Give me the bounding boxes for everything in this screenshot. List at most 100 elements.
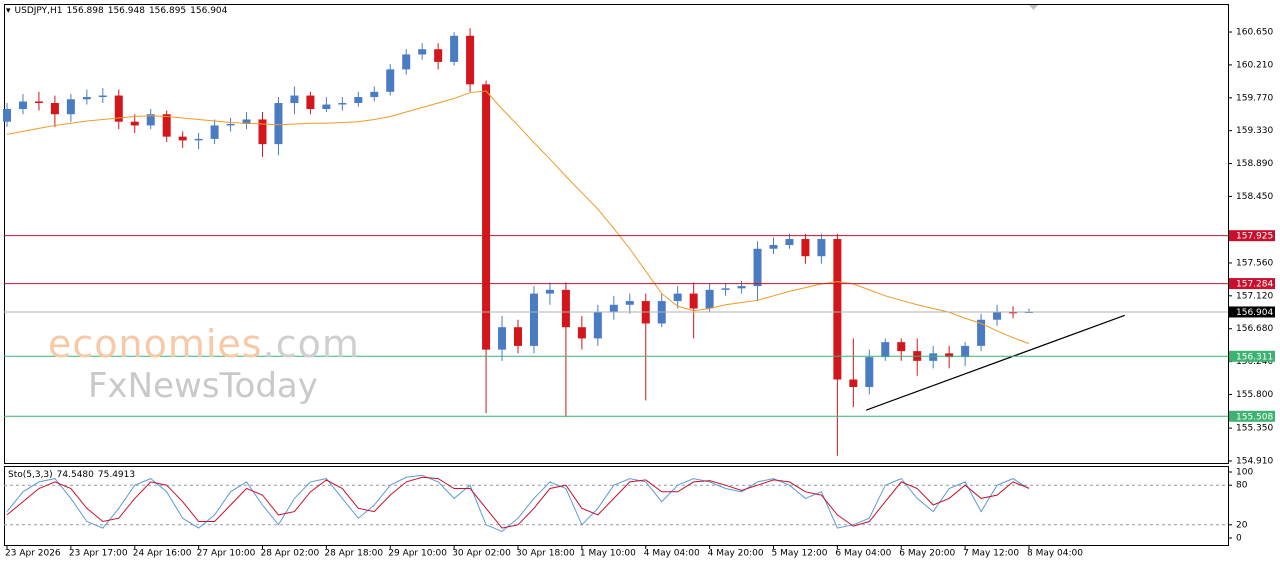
- candle-body: [290, 95, 299, 104]
- candle-body: [514, 327, 522, 346]
- candle-body: [721, 288, 730, 290]
- level-label: 156.904: [1236, 308, 1273, 318]
- y-tick-label: 157.560: [1236, 258, 1273, 268]
- candle-body: [370, 91, 379, 98]
- candle-body: [737, 286, 746, 289]
- moving-average: [6, 90, 1030, 345]
- candle-body: [322, 104, 331, 109]
- y-tick-label: 80: [1236, 481, 1248, 491]
- stoch-header: Sto(5,3,3) 74.5480 75.4913: [8, 470, 139, 480]
- candle-body: [1009, 312, 1018, 314]
- candle-body: [274, 103, 283, 145]
- candle-body: [114, 95, 123, 122]
- y-tick-label: 158.450: [1236, 192, 1273, 202]
- collapse-icon: ▾: [6, 6, 11, 16]
- k-readout: 74.5480: [56, 470, 94, 480]
- candle-body: [865, 357, 874, 387]
- candle-body: [529, 293, 538, 346]
- candle-body: [3, 108, 11, 122]
- candle-body: [929, 353, 938, 361]
- candle-body: [130, 121, 139, 126]
- d-readout: 75.4913: [97, 470, 136, 480]
- x-tick-label: 5 May 12:00: [772, 549, 828, 559]
- candle-body: [689, 293, 698, 309]
- x-tick-label: 24 Apr 16:00: [133, 549, 192, 559]
- candle-body: [146, 114, 155, 126]
- trendline: [865, 314, 1126, 411]
- x-tick-label: 4 May 20:00: [708, 549, 764, 559]
- x-tick-label: 28 Apr 18:00: [324, 549, 383, 559]
- candle-body: [801, 239, 810, 257]
- candle-body: [66, 99, 75, 115]
- x-tick-label: 30 Apr 18:00: [516, 549, 575, 559]
- stoch-line: [6, 476, 1030, 529]
- stoch-line: [6, 474, 1030, 532]
- candle-body: [82, 97, 91, 100]
- candle-body: [434, 49, 443, 62]
- y-tick-label: 160.210: [1236, 60, 1273, 70]
- candle-body: [226, 123, 235, 126]
- level-label: 157.925: [1236, 232, 1273, 242]
- x-tick-label: 23 Apr 2026: [5, 549, 61, 559]
- candle-body: [34, 101, 43, 104]
- candle-body: [849, 379, 858, 387]
- candle-body: [258, 119, 267, 145]
- level-box: [1229, 230, 1275, 242]
- candle-body: [194, 138, 203, 141]
- main-header: ▾ USDJPY,H1 156.898 156.948 156.895 156.904: [6, 6, 231, 16]
- watermark-text: economies: [48, 322, 263, 366]
- candle-body: [609, 304, 618, 313]
- stoch-title: Sto(5,3,3): [8, 470, 53, 480]
- candle-body: [993, 312, 1002, 320]
- x-tick-label: 29 Apr 10:00: [388, 549, 447, 559]
- level-box: [1229, 306, 1275, 318]
- candle-body: [210, 125, 219, 139]
- candle-body: [545, 289, 554, 294]
- y-tick-label: 159.330: [1236, 126, 1273, 136]
- candle-body: [50, 103, 59, 115]
- watermark: FxNewsToday: [88, 366, 318, 406]
- watermark: economies.com: [48, 322, 360, 366]
- y-tick-label: 160.650: [1236, 28, 1273, 38]
- candle-body: [466, 35, 475, 85]
- level-label: 155.508: [1236, 412, 1273, 422]
- candle-body: [354, 97, 363, 104]
- y-tick-label: 156.680: [1236, 324, 1273, 334]
- x-tick-label: 6 May 04:00: [835, 549, 891, 559]
- x-tick-label: 30 Apr 02:00: [452, 549, 511, 559]
- candle-body: [498, 327, 507, 350]
- candle-body: [162, 114, 171, 137]
- candle-body: [402, 54, 411, 70]
- candle-body: [593, 312, 602, 339]
- watermark-text: .com: [262, 322, 360, 366]
- level-label: 156.311: [1236, 352, 1273, 362]
- level-box: [1229, 350, 1275, 362]
- y-tick-label: 100: [1236, 468, 1253, 478]
- level-label: 157.284: [1236, 280, 1273, 290]
- candle-body: [705, 289, 714, 309]
- symbol: USDJPY,H1: [14, 6, 63, 16]
- y-tick-label: 155.800: [1236, 390, 1273, 400]
- candle-body: [338, 103, 347, 105]
- level-box: [1229, 278, 1275, 290]
- open-readout: 156.898: [66, 6, 104, 16]
- candle-body: [178, 136, 187, 141]
- high-readout: 156.948: [107, 6, 145, 16]
- candle-body: [242, 119, 251, 124]
- candle-body: [817, 239, 826, 257]
- candle-body: [881, 342, 890, 358]
- candle-body: [977, 319, 986, 346]
- x-tick-label: 6 May 20:00: [899, 549, 955, 559]
- candle-body: [306, 95, 315, 109]
- candle-body: [386, 69, 395, 92]
- x-tick-label: 27 Apr 10:00: [197, 549, 256, 559]
- main-panel: [4, 4, 1229, 464]
- candle-body: [577, 327, 586, 339]
- y-tick-label: 156.240: [1236, 357, 1273, 367]
- y-tick-label: 155.350: [1236, 424, 1273, 434]
- level-box: [1229, 410, 1275, 422]
- candle-body: [673, 293, 682, 302]
- y-tick-label: 154.910: [1236, 456, 1273, 466]
- candle-body: [18, 101, 27, 109]
